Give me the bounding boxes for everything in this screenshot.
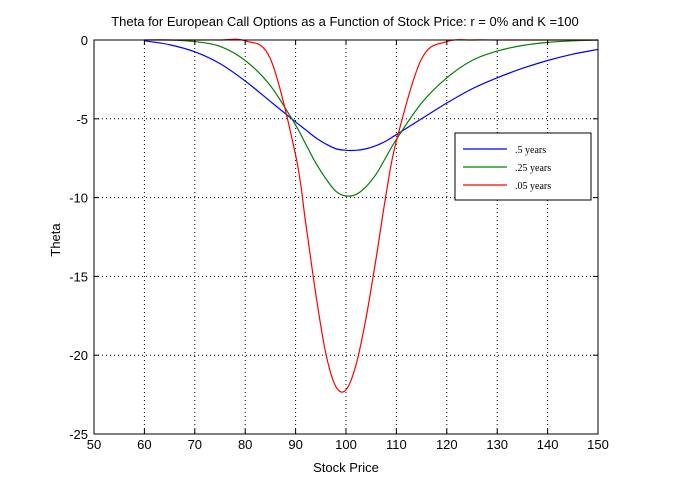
y-tick-label: 0 — [81, 33, 88, 48]
x-tick-label: 130 — [486, 437, 508, 452]
series-line-1 — [144, 40, 599, 152]
legend-label-2: .25 years — [515, 163, 551, 174]
x-tick-label: 140 — [537, 437, 559, 452]
x-tick-label: 80 — [238, 437, 252, 452]
grid-lines — [94, 40, 598, 434]
y-tick-label: -10 — [69, 191, 88, 206]
x-tick-label: 60 — [137, 437, 151, 452]
legend-label-3: .05 years — [515, 181, 551, 192]
series-line-2 — [144, 39, 599, 197]
x-tick-label: 110 — [386, 437, 407, 452]
chart-title: Theta for European Call Options as a Fun… — [111, 14, 579, 29]
x-tick-label: 150 — [587, 437, 609, 452]
axis-ticks: 50 60 70 80 90 100 110 120 130 140 150 0 -5 -10 -15 -20… — [69, 33, 609, 452]
x-tick-label: 100 — [335, 437, 357, 452]
x-tick-label: 50 — [87, 437, 101, 452]
x-axis-label: Stock Price — [313, 460, 379, 475]
y-tick-label: -25 — [69, 427, 88, 442]
legend-label-1: .5 years — [515, 145, 546, 156]
y-axis-label: Theta — [48, 223, 63, 257]
x-tick-label: 120 — [436, 437, 458, 452]
x-tick-label: 70 — [188, 437, 202, 452]
legend: .5 years .25 years .05 years — [454, 132, 592, 201]
y-tick-label: -15 — [69, 269, 88, 284]
y-tick-label: -5 — [76, 112, 88, 127]
x-tick-label: 90 — [288, 437, 302, 452]
y-tick-label: -20 — [69, 348, 88, 363]
